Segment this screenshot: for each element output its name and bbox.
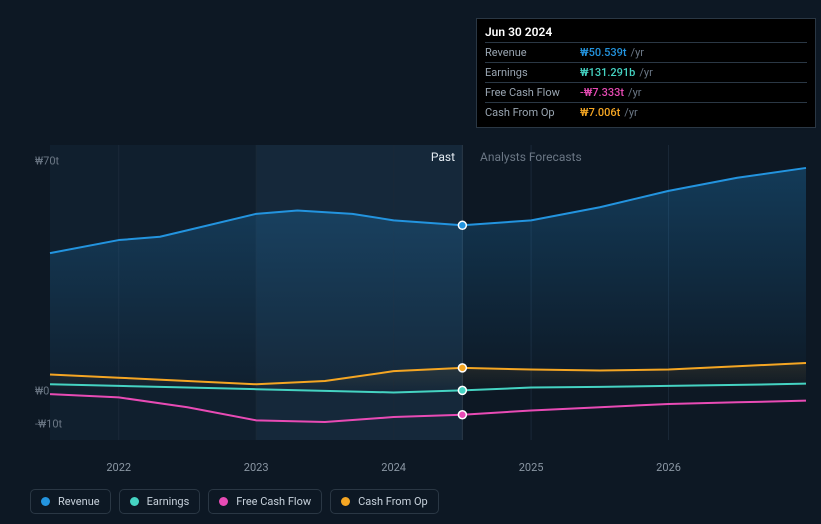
x-axis-label: 2022 bbox=[106, 461, 131, 474]
tooltip-row-unit: /yr bbox=[639, 66, 652, 79]
tooltip-row-value: ₩131.291b bbox=[580, 66, 635, 79]
financials-chart: Jun 30 2024 Revenue₩50.539t/yrEarnings₩1… bbox=[15, 0, 806, 524]
legend-dot-icon bbox=[41, 497, 50, 506]
tooltip-row-unit: /yr bbox=[628, 86, 641, 99]
legend-item-label: Revenue bbox=[58, 495, 100, 508]
y-axis-label: ₩0 bbox=[35, 384, 49, 397]
x-axis-label: 2024 bbox=[381, 461, 406, 474]
y-axis-label: -₩10t bbox=[35, 417, 62, 430]
legend-item-revenue[interactable]: Revenue bbox=[30, 489, 111, 514]
chart-tooltip: Jun 30 2024 Revenue₩50.539t/yrEarnings₩1… bbox=[476, 18, 816, 128]
x-axis-label: 2026 bbox=[656, 461, 681, 474]
x-axis-label: 2025 bbox=[519, 461, 544, 474]
chart-plot-area[interactable] bbox=[15, 115, 806, 470]
tooltip-row: Cash From Op₩7.006t/yr bbox=[485, 102, 807, 122]
legend-dot-icon bbox=[130, 497, 139, 506]
x-axis-label: 2023 bbox=[244, 461, 269, 474]
forecast-region-label: Analysts Forecasts bbox=[480, 150, 582, 164]
legend-item-free-cash-flow[interactable]: Free Cash Flow bbox=[208, 489, 322, 514]
tooltip-row-label: Revenue bbox=[485, 46, 580, 59]
legend-item-cash-from-op[interactable]: Cash From Op bbox=[330, 489, 439, 514]
tooltip-date: Jun 30 2024 bbox=[485, 25, 807, 42]
tooltip-row-value: -₩7.333t bbox=[580, 86, 624, 99]
tooltip-row: Revenue₩50.539t/yr bbox=[485, 42, 807, 62]
tooltip-row-label: Earnings bbox=[485, 66, 580, 79]
legend-item-label: Free Cash Flow bbox=[236, 495, 311, 508]
tooltip-row-unit: /yr bbox=[624, 106, 637, 119]
tooltip-row-label: Cash From Op bbox=[485, 106, 580, 119]
legend-item-earnings[interactable]: Earnings bbox=[119, 489, 201, 514]
past-region-label: Past bbox=[431, 150, 455, 164]
tooltip-row-value: ₩50.539t bbox=[580, 46, 627, 59]
legend-dot-icon bbox=[219, 497, 228, 506]
y-axis-label: ₩70t bbox=[35, 155, 59, 168]
tooltip-row-value: ₩7.006t bbox=[580, 106, 620, 119]
legend-item-label: Earnings bbox=[147, 495, 190, 508]
tooltip-row: Earnings₩131.291b/yr bbox=[485, 62, 807, 82]
legend-dot-icon bbox=[341, 497, 350, 506]
tooltip-row: Free Cash Flow-₩7.333t/yr bbox=[485, 82, 807, 102]
tooltip-row-unit: /yr bbox=[631, 46, 644, 59]
tooltip-row-label: Free Cash Flow bbox=[485, 86, 580, 99]
chart-legend: Revenue Earnings Free Cash Flow Cash From O… bbox=[30, 489, 439, 514]
legend-item-label: Cash From Op bbox=[358, 495, 428, 508]
